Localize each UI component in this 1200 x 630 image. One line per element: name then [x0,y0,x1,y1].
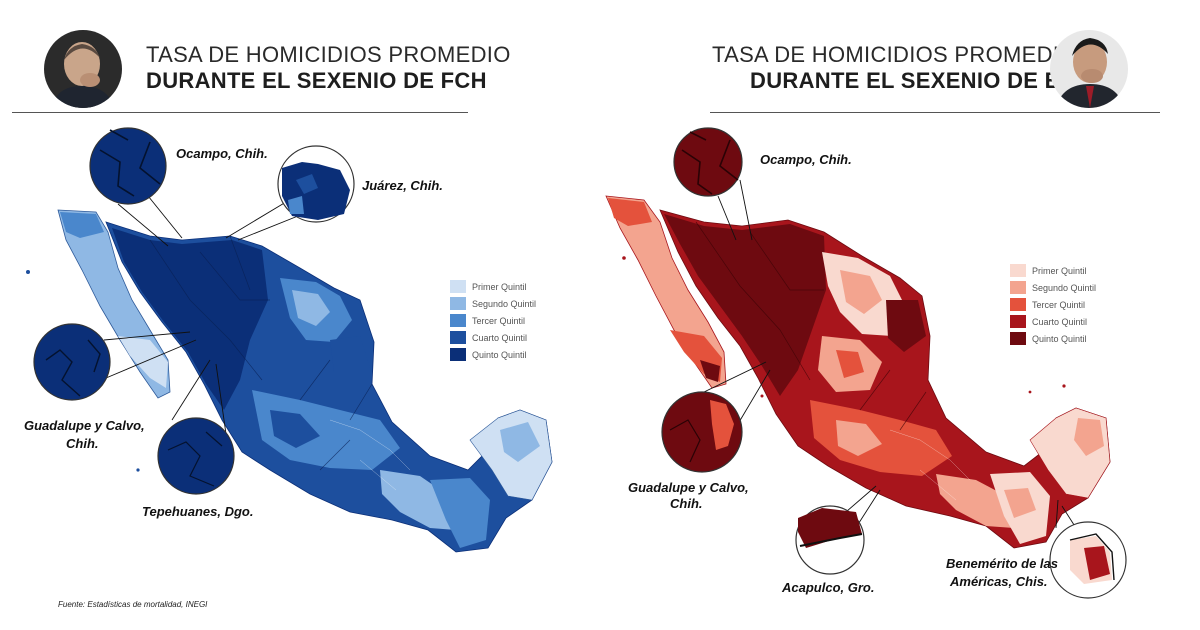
callout-ocampo: Ocampo, Chih. [760,152,852,167]
callout-benemerito-line2: Américas, Chis. [950,574,1048,589]
legend-item: Cuarto Quintil [450,329,536,346]
callout-guadalupe-line1: Guadalupe y Calvo, [24,418,145,433]
legend-swatch [450,331,466,344]
legend-swatch [450,314,466,327]
callout-tepehuanes: Tepehuanes, Dgo. [142,504,254,519]
legend-swatch [450,297,466,310]
legend-label: Tercer Quintil [1032,299,1086,310]
fch-title-line2: DURANTE EL SEXENIO DE FCH [146,68,487,93]
legend-item: Tercer Quintil [1010,296,1096,313]
epn-divider [710,112,1160,113]
epn-legend: Primer Quintil Segundo Quintil Tercer Qu… [1010,262,1096,347]
legend-label: Cuarto Quintil [472,332,528,343]
epn-title-line1: TASA DE HOMICIDIOS PROMEDIO [712,42,1077,67]
legend-item: Quinto Quintil [450,346,536,363]
ocampo-zoom-circle [673,127,743,197]
fch-portrait [44,30,122,108]
legend-swatch [1010,298,1026,311]
fch-title-line1: TASA DE HOMICIDIOS PROMEDIO [146,42,511,67]
callout-guadalupe-line2: Chih. [66,436,99,451]
epn-map [605,127,1127,599]
fch-panel: TASA DE HOMICIDIOS PROMEDIO DURANTE EL S… [12,30,553,609]
fch-divider [12,112,468,113]
epn-portrait [1050,30,1128,108]
legend-label: Segundo Quintil [472,298,537,309]
legend-swatch [1010,315,1026,328]
legend-swatch [1010,332,1026,345]
legend-label: Quinto Quintil [472,349,527,360]
legend-item: Primer Quintil [450,278,536,295]
legend-item: Tercer Quintil [450,312,536,329]
callout-juarez: Juárez, Chih. [362,178,443,193]
legend-swatch [450,348,466,361]
legend-item: Segundo Quintil [1010,279,1096,296]
legend-item: Segundo Quintil [450,295,536,312]
legend-item: Primer Quintil [1010,262,1096,279]
legend-swatch [1010,264,1026,277]
legend-swatch [450,280,466,293]
callout-guadalupe-line1: Guadalupe y Calvo, [628,480,749,495]
fch-legend: Primer Quintil Segundo Quintil Tercer Qu… [450,278,536,363]
epn-panel: TASA DE HOMICIDIOS PROMEDIO DURANTE EL S… [600,0,1200,630]
legend-label: Quinto Quintil [1032,333,1087,344]
fch-map [26,127,553,553]
legend-item: Cuarto Quintil [1010,313,1096,330]
legend-label: Primer Quintil [1032,265,1087,276]
legend-swatch [1010,281,1026,294]
legend-label: Cuarto Quintil [1032,316,1088,327]
tepehuanes-zoom-circle [157,417,235,495]
callout-ocampo: Ocampo, Chih. [176,146,268,161]
callout-acapulco: Acapulco, Gro. [782,580,875,595]
callout-benemerito-line1: Benemérito de las [946,556,1058,571]
portrait-photo [1050,30,1128,108]
legend-label: Tercer Quintil [472,315,526,326]
legend-label: Primer Quintil [472,281,527,292]
callout-guadalupe-line2: Chih. [670,496,703,511]
ocampo-zoom-circle [89,127,167,205]
legend-item: Quinto Quintil [1010,330,1096,347]
legend-label: Segundo Quintil [1032,282,1097,293]
source-note: Fuente: Estadísticas de mortalidad, INEG… [58,600,208,609]
portrait-photo [44,30,122,108]
epn-title-line2: DURANTE EL SEXENIO DE EPN [750,68,1091,93]
